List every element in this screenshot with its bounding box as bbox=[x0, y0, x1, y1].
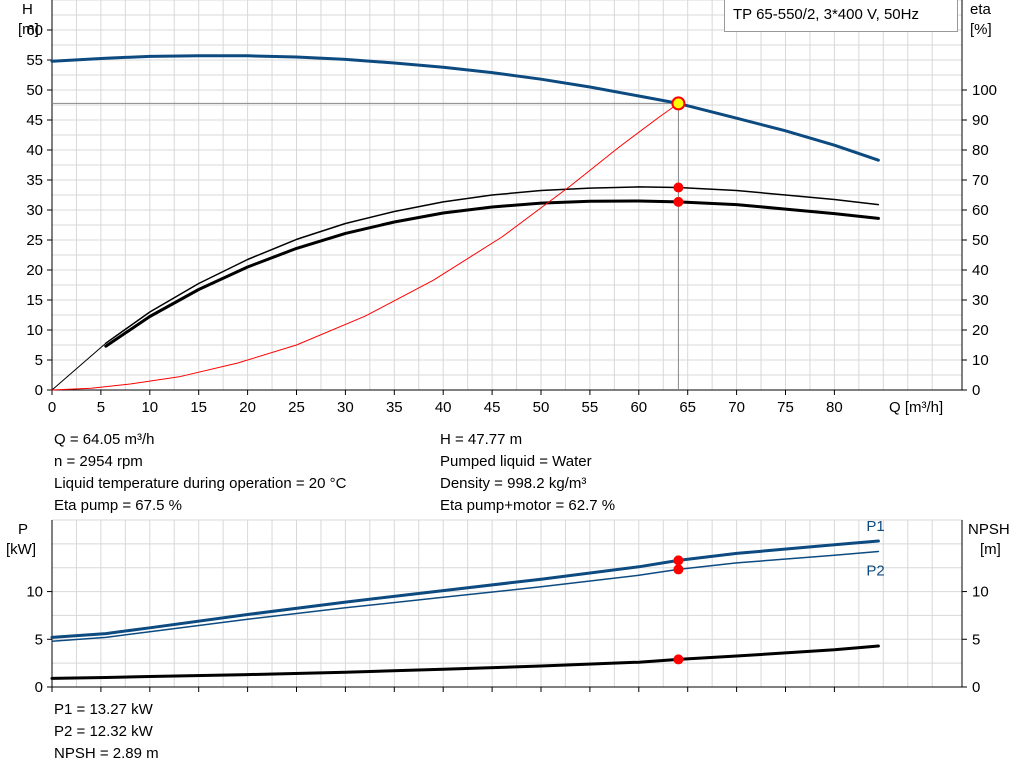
y-axis-title-left-unit: [m] bbox=[18, 21, 39, 38]
y-axis-title-left: P bbox=[18, 521, 28, 538]
x-tick-label: 10 bbox=[141, 399, 158, 416]
series-npsh-line bbox=[50, 644, 880, 680]
y-tick-label-right: 0 bbox=[972, 382, 980, 399]
y-tick-label-right: 0 bbox=[972, 679, 980, 696]
series-eta-start-line bbox=[51, 342, 107, 391]
eta-pump-motor-value: Eta pump+motor = 62.7 % bbox=[440, 497, 616, 514]
y-axis-title-right: eta bbox=[970, 1, 992, 18]
operating-marker bbox=[673, 654, 684, 665]
chart-panel-0 bbox=[47, 0, 967, 395]
p2-value: P2 = 12.32 kW bbox=[54, 723, 153, 740]
x-tick-label: 50 bbox=[533, 399, 550, 416]
duty-point-marker bbox=[671, 96, 686, 111]
series-system-curve-line bbox=[51, 102, 679, 391]
y-tick-label-right: 60 bbox=[972, 202, 989, 219]
chart-panel-1 bbox=[47, 519, 967, 692]
info-left-block: Q = 64.05 m³/h n = 2954 rpm Liquid tempe… bbox=[54, 429, 346, 517]
p1-value: P1 = 13.27 kW bbox=[54, 701, 153, 718]
x-tick-label: 30 bbox=[337, 399, 354, 416]
series-h-line bbox=[50, 54, 880, 162]
npsh-value: NPSH = 2.89 m bbox=[54, 745, 159, 762]
liquid-temperature-value: Liquid temperature during operation = 20… bbox=[54, 475, 347, 492]
x-tick-label: 75 bbox=[777, 399, 794, 416]
y-tick-label-left: 55 bbox=[26, 52, 43, 69]
y-tick-label-right: 10 bbox=[972, 584, 989, 601]
x-tick-label: 45 bbox=[484, 399, 501, 416]
pump-model-legend: TP 65-550/2, 3*400 V, 50Hz bbox=[724, 0, 958, 32]
y-tick-label-right: 90 bbox=[972, 112, 989, 129]
operating-marker bbox=[673, 564, 684, 575]
density-value: Density = 998.2 kg/m³ bbox=[440, 475, 587, 492]
operating-marker bbox=[673, 555, 684, 566]
series-eta-pump-motor-line bbox=[104, 199, 880, 348]
y-tick-label-left: 35 bbox=[26, 172, 43, 189]
y-tick-label-right: 50 bbox=[972, 232, 989, 249]
y-tick-label-left: 40 bbox=[26, 142, 43, 159]
y-tick-label-left: 20 bbox=[26, 262, 43, 279]
series-p1-line bbox=[50, 539, 880, 639]
series-p2-line bbox=[51, 550, 880, 642]
x-tick-label: 65 bbox=[679, 399, 696, 416]
y-axis-title-right-unit: [m] bbox=[980, 541, 1001, 558]
y-tick-label-left: 10 bbox=[26, 322, 43, 339]
flow-value: Q = 64.05 m³/h bbox=[54, 431, 155, 448]
x-tick-label: 40 bbox=[435, 399, 452, 416]
y-tick-label-right: 5 bbox=[972, 631, 980, 648]
x-tick-label: 70 bbox=[728, 399, 745, 416]
y-tick-label-right: 10 bbox=[972, 352, 989, 369]
y-tick-label-right: 80 bbox=[972, 142, 989, 159]
y-tick-label-right: 40 bbox=[972, 262, 989, 279]
y-tick-label-left: 50 bbox=[26, 82, 43, 99]
y-axis-title-left-unit: [kW] bbox=[6, 541, 36, 558]
series-label-p1: P1 bbox=[866, 518, 884, 535]
pumped-liquid-value: Pumped liquid = Water bbox=[440, 453, 592, 470]
x-tick-label: 80 bbox=[826, 399, 843, 416]
y-tick-label-right: 70 bbox=[972, 172, 989, 189]
x-tick-label: 25 bbox=[288, 399, 305, 416]
y-tick-label-right: 30 bbox=[972, 292, 989, 309]
x-tick-label: 20 bbox=[239, 399, 256, 416]
x-axis-label: Q [m³/h] bbox=[889, 399, 943, 416]
operating-marker bbox=[673, 182, 684, 193]
y-tick-label-left: 10 bbox=[26, 584, 43, 601]
y-tick-label-left: 5 bbox=[35, 631, 43, 648]
y-axis-title-left: H bbox=[22, 1, 33, 18]
x-tick-label: 15 bbox=[190, 399, 207, 416]
x-tick-label: 35 bbox=[386, 399, 403, 416]
y-axis-title-right: NPSH bbox=[968, 521, 1010, 538]
y-tick-label-left: 0 bbox=[35, 382, 43, 399]
x-tick-label: 55 bbox=[582, 399, 599, 416]
x-tick-label: 60 bbox=[630, 399, 647, 416]
operating-marker bbox=[673, 196, 684, 207]
y-tick-label-left: 0 bbox=[35, 679, 43, 696]
pump-model-title: TP 65-550/2, 3*400 V, 50Hz bbox=[733, 6, 919, 23]
info-bottom-block: P1 = 13.27 kW P2 = 12.32 kW NPSH = 2.89 … bbox=[54, 699, 159, 765]
info-right-block: H = 47.77 m Pumped liquid = Water Densit… bbox=[440, 429, 615, 517]
eta-pump-value: Eta pump = 67.5 % bbox=[54, 497, 182, 514]
y-tick-label-left: 15 bbox=[26, 292, 43, 309]
y-tick-label-left: 5 bbox=[35, 352, 43, 369]
x-tick-label: 0 bbox=[48, 399, 56, 416]
head-value: H = 47.77 m bbox=[440, 431, 523, 448]
y-tick-label-right: 20 bbox=[972, 322, 989, 339]
series-eta-line bbox=[105, 186, 880, 344]
y-tick-label-left: 45 bbox=[26, 112, 43, 129]
x-tick-label: 5 bbox=[97, 399, 105, 416]
y-tick-label-left: 60 bbox=[26, 22, 43, 39]
y-axis-title-right-unit: [%] bbox=[970, 21, 992, 38]
y-tick-label-left: 25 bbox=[26, 232, 43, 249]
y-tick-label-left: 30 bbox=[26, 202, 43, 219]
y-tick-label-right: 100 bbox=[972, 82, 997, 99]
series-label-p2: P2 bbox=[866, 562, 884, 579]
speed-value: n = 2954 rpm bbox=[54, 453, 143, 470]
